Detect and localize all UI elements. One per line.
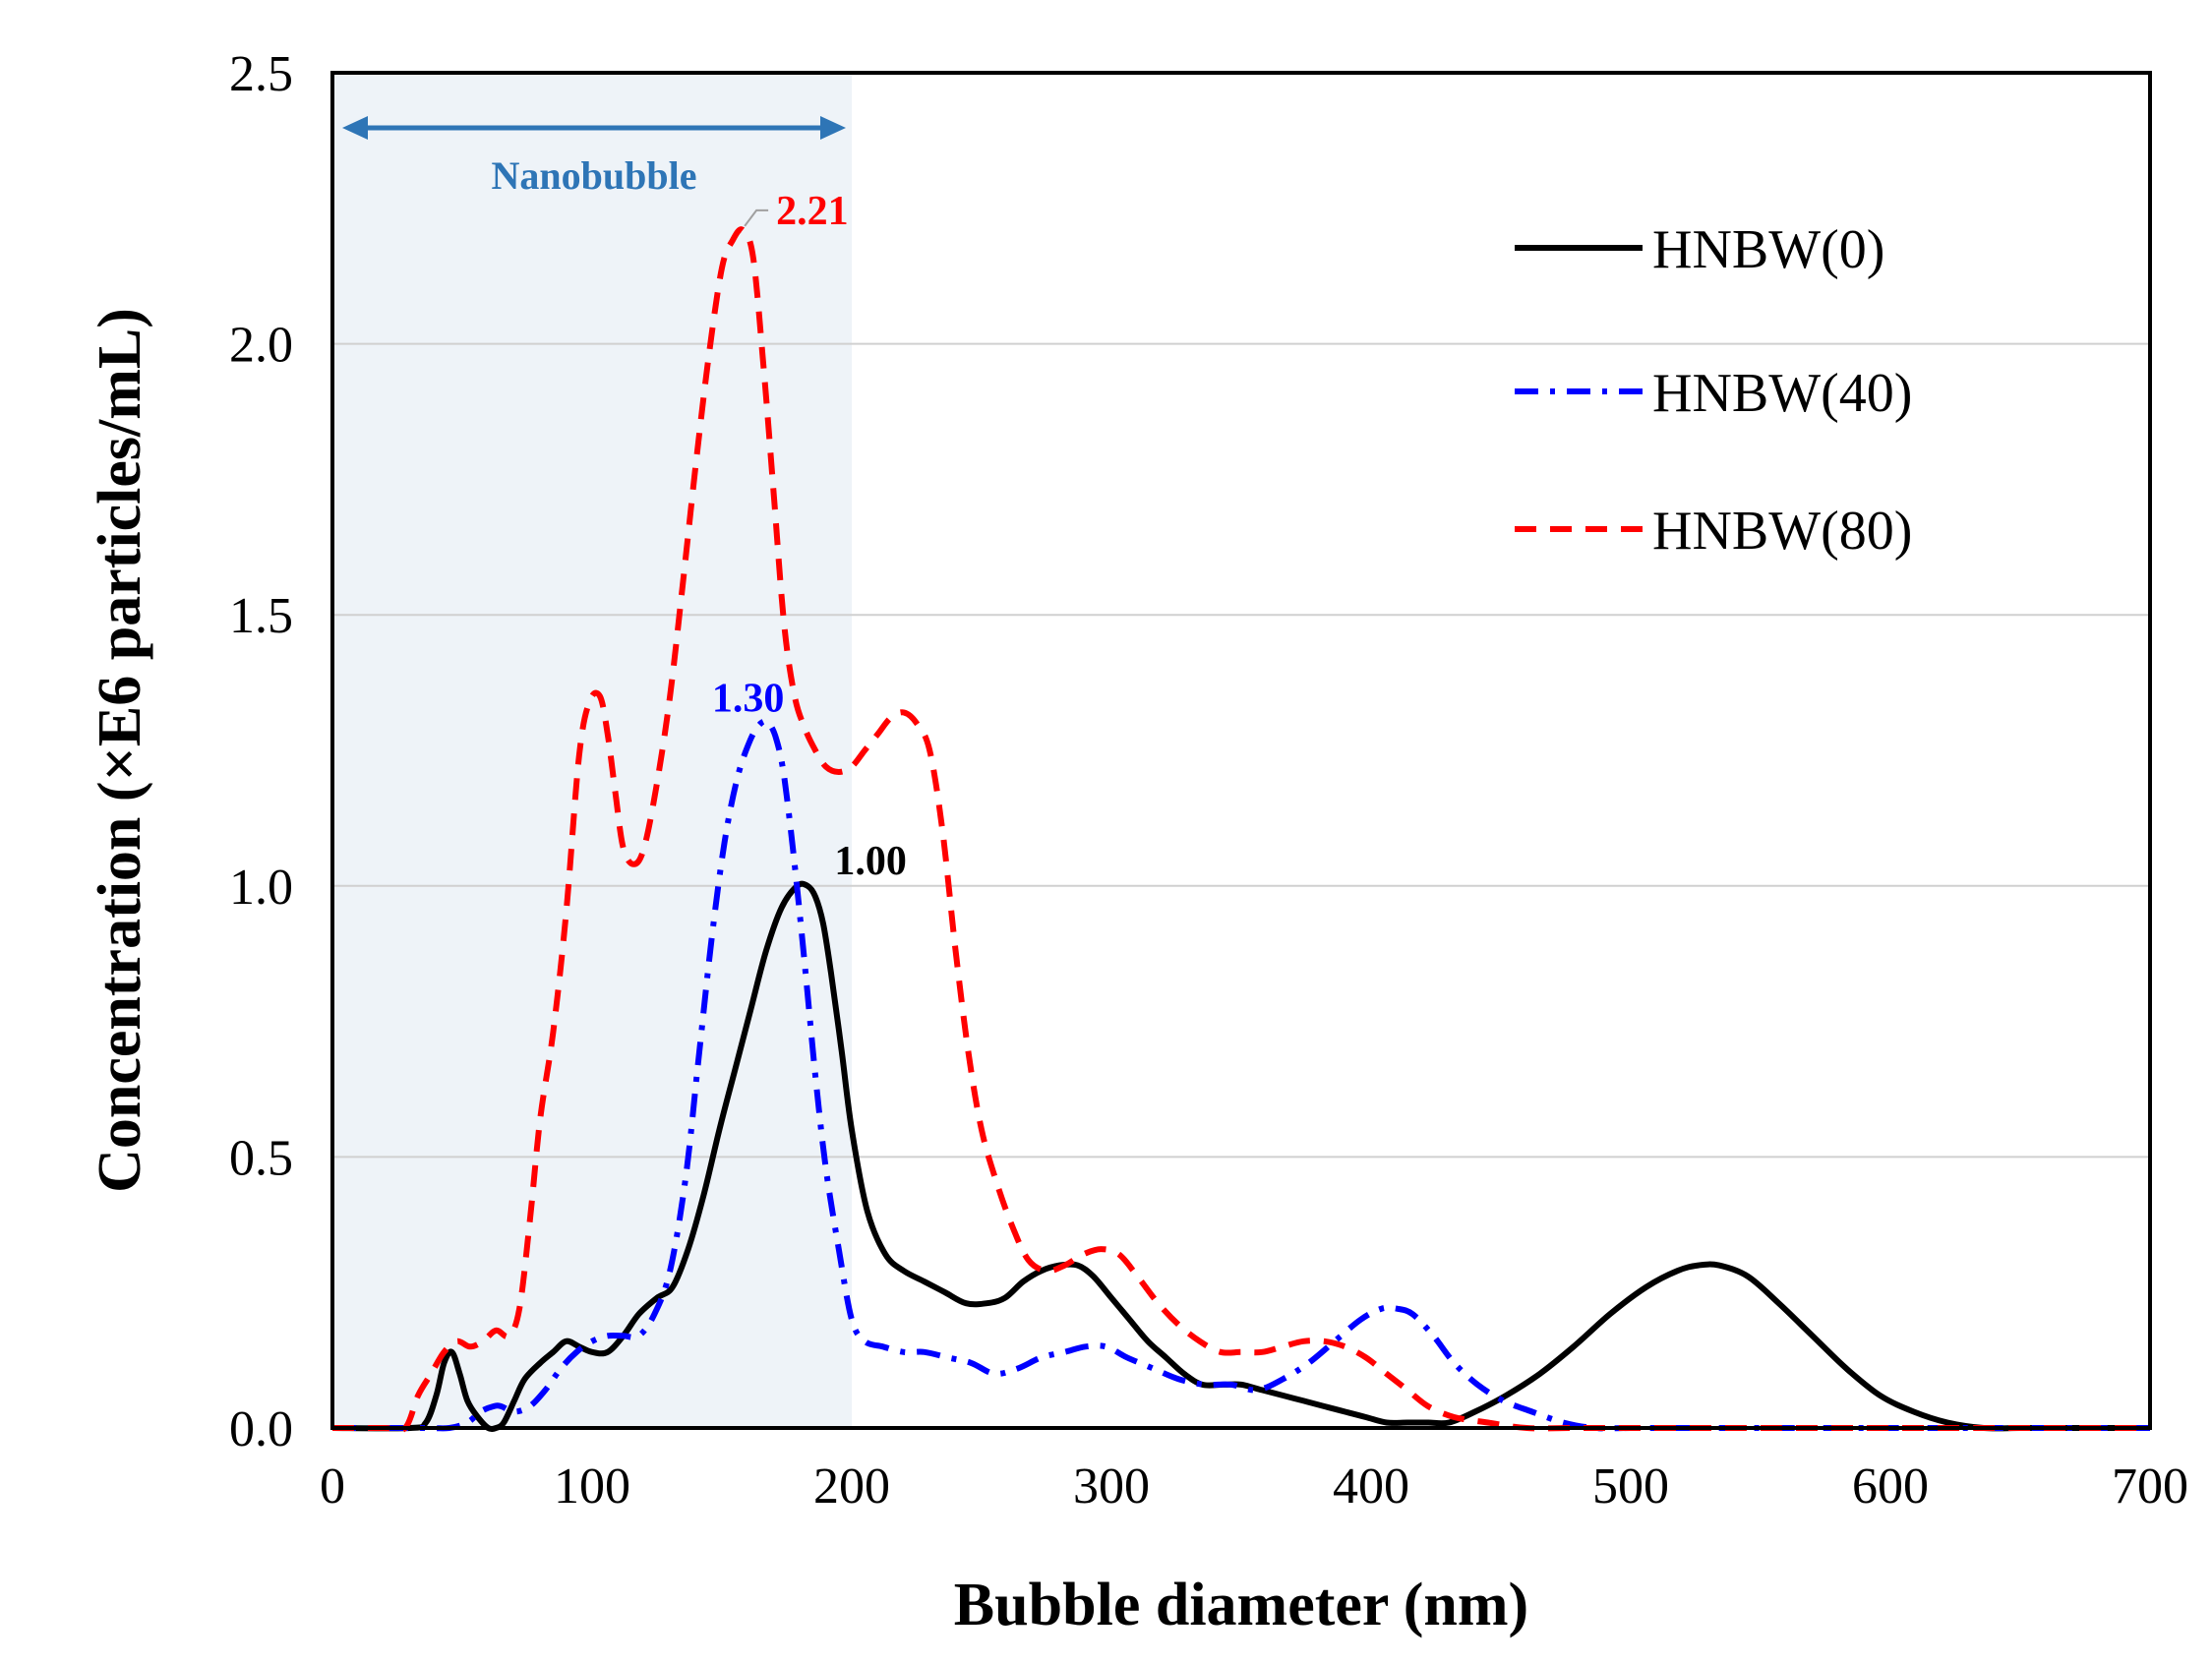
series-line-hnbw-0: [331, 880, 2150, 1433]
peak-label-hnbw-80: 2.21: [776, 189, 849, 234]
y-tick-label-2: 1.0: [229, 860, 293, 916]
x-tick-label-5: 500: [1592, 1458, 1669, 1515]
legend-label-hnbw-40: HNBW(40): [1652, 363, 1912, 424]
y-tick-label-5: 2.5: [229, 46, 293, 102]
peak-label-hnbw-0: 1.00: [834, 839, 907, 884]
x-tick-label-0: 0: [320, 1458, 345, 1515]
peak-label-hnbw-40: 1.30: [712, 676, 785, 721]
y-axis-title: Concentration (×E6 particles/mL): [87, 308, 153, 1193]
legend: HNBW(0) HNBW(40) HNBW(80): [1515, 219, 1912, 562]
legend-label-hnbw-0: HNBW(0): [1652, 219, 1884, 280]
x-tick-label-7: 700: [2112, 1458, 2188, 1515]
nanobubble-region: [332, 73, 852, 1428]
plot-frame: [330, 71, 2152, 1430]
nanobubble-marker: Nanobubble: [342, 116, 846, 198]
nanobubble-arrow-right-head: [820, 116, 846, 140]
nanobubble-label: Nanobubble: [492, 153, 697, 198]
x-tick-label-1: 100: [554, 1458, 630, 1515]
y-tick-label-4: 2.0: [229, 318, 293, 374]
axis-ticks: 0 100 200 300 400 500 600 700 0.0 0.5 1.0 1.5 2.0 2.5: [229, 46, 2188, 1515]
x-tick-label-3: 300: [1073, 1458, 1150, 1515]
peak-annotations: 2.21 1.30 1.00: [712, 189, 907, 884]
series-line-hnbw-40: [331, 718, 2150, 1432]
y-tick-label-3: 1.5: [229, 588, 293, 644]
x-axis-title: Bubble diameter (nm): [954, 1572, 1528, 1638]
nanobubble-arrow-left-head: [342, 116, 368, 140]
legend-label-hnbw-80: HNBW(80): [1652, 501, 1912, 562]
x-tick-label-2: 200: [813, 1458, 890, 1515]
annotation-leader-0: [744, 208, 769, 227]
x-tick-label-6: 600: [1852, 1458, 1929, 1515]
series-layer: [331, 226, 2150, 1434]
y-tick-label-1: 0.5: [229, 1130, 293, 1186]
series-line-hnbw-80: [331, 226, 2150, 1434]
x-tick-label-4: 400: [1333, 1458, 1409, 1515]
gridlines: [332, 342, 2150, 1159]
y-tick-label-0: 0.0: [229, 1401, 293, 1457]
